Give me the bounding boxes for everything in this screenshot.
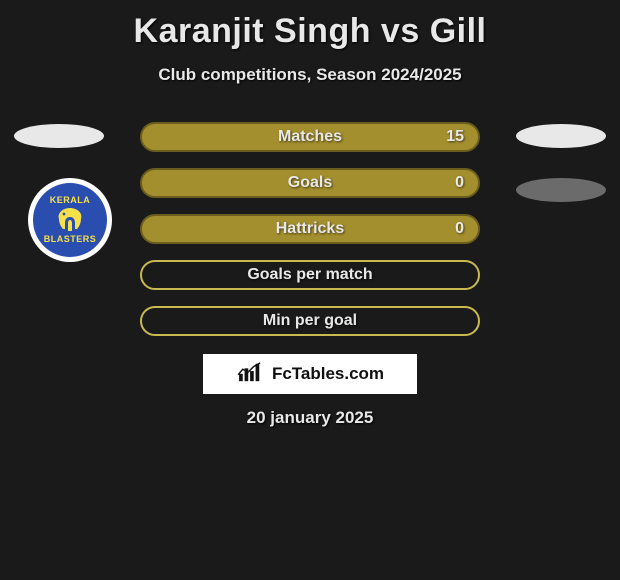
stat-label: Min per goal — [263, 312, 357, 330]
stat-value-right: 0 — [455, 220, 464, 238]
bar-chart-icon — [236, 361, 266, 388]
stat-row: Goals per match — [140, 260, 480, 290]
club-badge-line-top: KERALA — [50, 196, 91, 205]
page-title: Karanjit Singh vs Gill — [0, 0, 620, 51]
club-badge-line-bottom: BLASTERS — [44, 235, 97, 244]
player-right-placeholder-1 — [516, 124, 606, 148]
stat-row: Hattricks 0 — [140, 214, 480, 244]
stat-value-right: 15 — [446, 128, 464, 146]
stat-row: Goals 0 — [140, 168, 480, 198]
player-left-placeholder — [14, 124, 104, 148]
elephant-icon — [53, 205, 87, 233]
club-badge-inner: KERALA BLASTERS — [33, 183, 107, 257]
stat-value-right: 0 — [455, 174, 464, 192]
stat-row: Min per goal — [140, 306, 480, 336]
stat-label: Goals per match — [247, 266, 372, 284]
page-subtitle: Club competitions, Season 2024/2025 — [0, 65, 620, 85]
stats-list: Matches 15 Goals 0 Hattricks 0 Goals per match… — [140, 122, 480, 352]
brand-text: FcTables.com — [272, 364, 384, 384]
stat-label: Matches — [278, 128, 342, 146]
comparison-infographic: Karanjit Singh vs Gill Club competitions… — [0, 0, 620, 580]
stat-label: Goals — [288, 174, 332, 192]
stat-label: Hattricks — [276, 220, 344, 238]
brand-watermark: FcTables.com — [203, 354, 417, 394]
club-badge: KERALA BLASTERS — [28, 178, 112, 262]
snapshot-date: 20 january 2025 — [0, 408, 620, 428]
player-right-placeholder-2 — [516, 178, 606, 202]
stat-row: Matches 15 — [140, 122, 480, 152]
